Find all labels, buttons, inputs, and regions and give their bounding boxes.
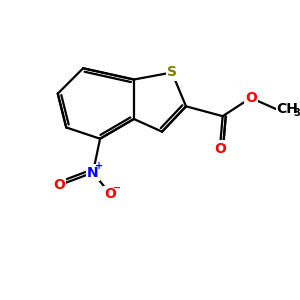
Text: 3: 3 (294, 108, 300, 118)
Text: CH: CH (276, 102, 298, 116)
Text: O: O (245, 91, 257, 105)
Text: O: O (214, 142, 226, 156)
Text: O: O (53, 178, 65, 192)
Text: O: O (104, 187, 116, 201)
Text: N: N (87, 166, 99, 179)
Text: −: − (113, 182, 122, 193)
Text: +: + (95, 161, 103, 171)
Text: S: S (167, 65, 177, 80)
